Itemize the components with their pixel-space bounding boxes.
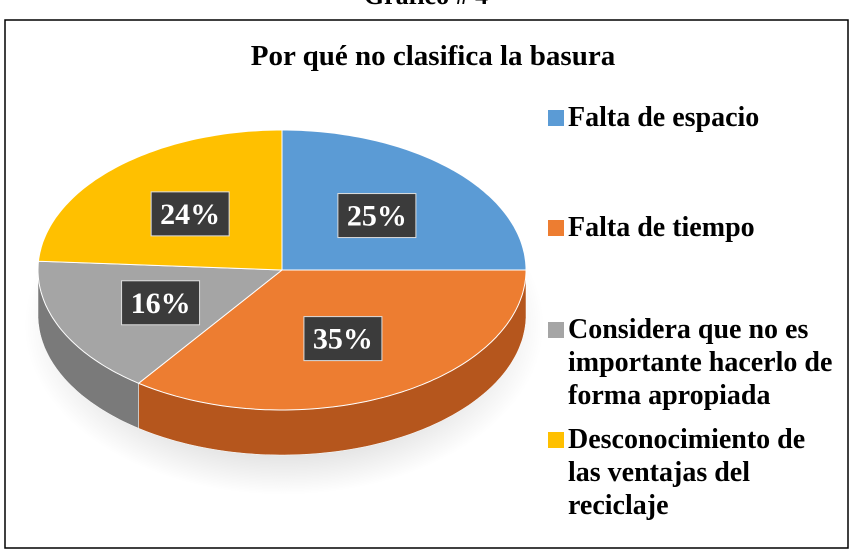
data-label: 25% [347, 200, 407, 233]
legend-item: Desconocimiento de las ventajas del reci… [546, 423, 838, 522]
legend-label: Falta de tiempo [568, 212, 755, 243]
data-label: 16% [131, 287, 191, 320]
legend-item: Falta de espacio [546, 101, 838, 134]
legend-label: Considera que no es importante hacerlo d… [568, 314, 833, 411]
legend-swatch [548, 432, 564, 448]
legend-swatch [548, 220, 564, 236]
chart-title: Por qué no clasifica la basura [251, 40, 616, 72]
legend-item: Falta de tiempo [546, 211, 838, 244]
legend-swatch [548, 110, 564, 126]
legend-swatch [548, 322, 564, 338]
label-box [121, 280, 201, 326]
legend-label: Desconocimiento de las ventajas del reci… [568, 424, 806, 521]
label-box [150, 191, 230, 237]
data-label: 24% [160, 198, 220, 231]
legend-label: Falta de espacio [568, 102, 760, 133]
data-label: 35% [313, 323, 373, 356]
legend-item: Considera que no es importante hacerlo d… [546, 313, 838, 412]
label-box [337, 193, 417, 239]
label-box [303, 316, 383, 362]
caption: Gráfico # 4 [364, 0, 488, 10]
